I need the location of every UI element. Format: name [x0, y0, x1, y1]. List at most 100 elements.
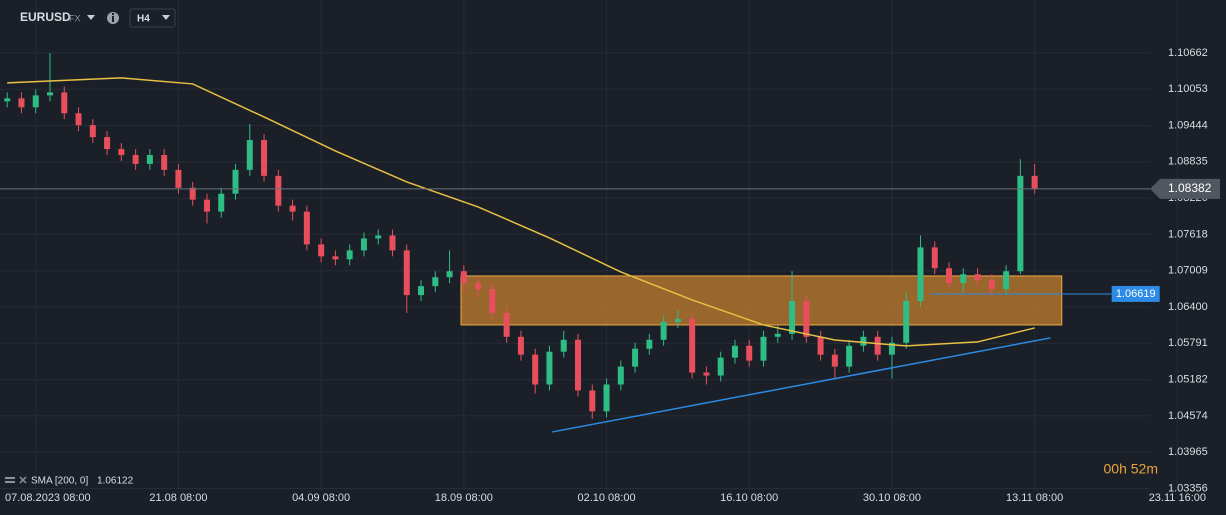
candle-body — [246, 140, 253, 170]
toolbar: EURUSD FX H4 — [20, 8, 176, 28]
candle-body — [161, 154, 168, 170]
marks-layer — [0, 53, 1150, 433]
x-tick-label: 21.08 08:00 — [149, 492, 207, 504]
candle-body — [375, 235, 382, 239]
y-tick-label: 1.05791 — [1168, 337, 1208, 349]
y-tick-label: 1.06400 — [1168, 301, 1208, 313]
candle-body — [346, 250, 353, 260]
indicator-name: SMA [200, 0] — [31, 476, 88, 487]
y-tick-label: 1.09444 — [1168, 119, 1208, 131]
candle-body — [275, 175, 282, 206]
candle-body — [988, 280, 995, 290]
candle-body — [717, 357, 724, 376]
horizontal-line-label-box — [1111, 285, 1160, 302]
symbol[interactable]: EURUSD — [20, 10, 71, 24]
y-tick-label: 1.03965 — [1168, 446, 1208, 458]
candle-body — [203, 199, 210, 212]
market: FX — [69, 13, 81, 23]
candle-body — [89, 125, 96, 138]
legend-icon[interactable] — [5, 481, 15, 483]
x-tick-label: 13.11 08:00 — [1006, 492, 1063, 504]
timeframe[interactable]: H4 — [137, 14, 150, 25]
candle-body — [674, 318, 681, 322]
candle-body — [489, 289, 496, 313]
candle-body — [931, 247, 938, 269]
labels-layer: 1.106621.100531.094441.088351.082261.076… — [5, 47, 1220, 504]
candle-body — [760, 336, 767, 361]
candle-body — [175, 169, 182, 188]
candle-body — [646, 339, 653, 349]
candle-body — [517, 336, 524, 355]
indicator-legend: SMA [200, 0] 1.06122 — [5, 476, 134, 487]
legend-close[interactable] — [19, 476, 27, 484]
candle-body — [32, 95, 39, 108]
candle-body — [617, 366, 624, 385]
timeframe-box[interactable] — [129, 8, 176, 28]
trend-line — [552, 337, 1051, 433]
candle-body — [460, 271, 467, 284]
candle-body — [418, 286, 425, 296]
candle-body — [703, 372, 710, 376]
y-tick-label: 1.07009 — [1168, 265, 1208, 277]
candle-body — [846, 345, 853, 367]
candle-body — [831, 354, 838, 367]
candle-body — [432, 277, 439, 287]
candle-body — [503, 312, 510, 337]
y-tick-label: 1.07618 — [1168, 228, 1208, 240]
candle-body — [132, 154, 139, 164]
horizontal-line-label: 1.06619 — [1116, 288, 1156, 300]
candle-body — [289, 205, 296, 212]
candle-body — [332, 256, 339, 260]
candle-body — [146, 154, 153, 164]
legend-icon[interactable] — [5, 477, 15, 479]
candle-body — [903, 301, 910, 343]
candle-body — [75, 113, 82, 126]
candle-body — [632, 348, 639, 367]
candle-body — [603, 384, 610, 412]
candle-body — [974, 274, 981, 281]
last-price-label-box — [1150, 178, 1220, 199]
candle-body — [232, 169, 239, 194]
candle-body — [731, 345, 738, 358]
supply-zone — [460, 275, 1063, 326]
candle-body — [446, 271, 453, 278]
candle-body — [475, 283, 482, 290]
candle-body — [18, 98, 25, 108]
candle-body — [261, 140, 268, 176]
candle-body — [888, 342, 895, 355]
x-tick-label: 16.10 08:00 — [720, 492, 778, 504]
candle-body — [660, 321, 667, 340]
y-tick-label: 1.10053 — [1168, 83, 1208, 95]
candle-body — [689, 318, 696, 373]
indicator-value: 1.06122 — [97, 476, 134, 487]
candle-body — [1003, 271, 1010, 290]
candle-body — [789, 301, 796, 334]
candle-body — [47, 92, 54, 96]
x-tick-label: 07.08.2023 08:00 — [5, 492, 91, 504]
candle-body — [917, 247, 924, 302]
candle-body — [61, 92, 68, 114]
timeframe-dropdown[interactable] — [162, 15, 170, 20]
candle-body — [4, 98, 11, 102]
info-icon-glyph — [112, 13, 114, 15]
y-tick-label: 1.10662 — [1168, 47, 1208, 59]
candle-body — [360, 238, 367, 251]
y-tick-label: 1.04574 — [1168, 410, 1208, 422]
candle-body — [560, 339, 567, 352]
candle-body — [1031, 175, 1038, 189]
candle-body — [774, 333, 781, 337]
bar-countdown: 00h 52m — [1104, 461, 1158, 477]
candle-body — [218, 193, 225, 212]
candle-body — [403, 250, 410, 296]
y-tick-label: 1.05182 — [1168, 374, 1208, 386]
candle-body — [189, 187, 196, 200]
candle-body — [574, 339, 581, 391]
symbol-dropdown[interactable] — [87, 15, 95, 20]
candle-body — [118, 149, 125, 155]
x-tick-label: 23.11 16:00 — [1149, 492, 1206, 504]
candle-body — [546, 351, 553, 385]
info-icon-glyph — [112, 16, 114, 22]
